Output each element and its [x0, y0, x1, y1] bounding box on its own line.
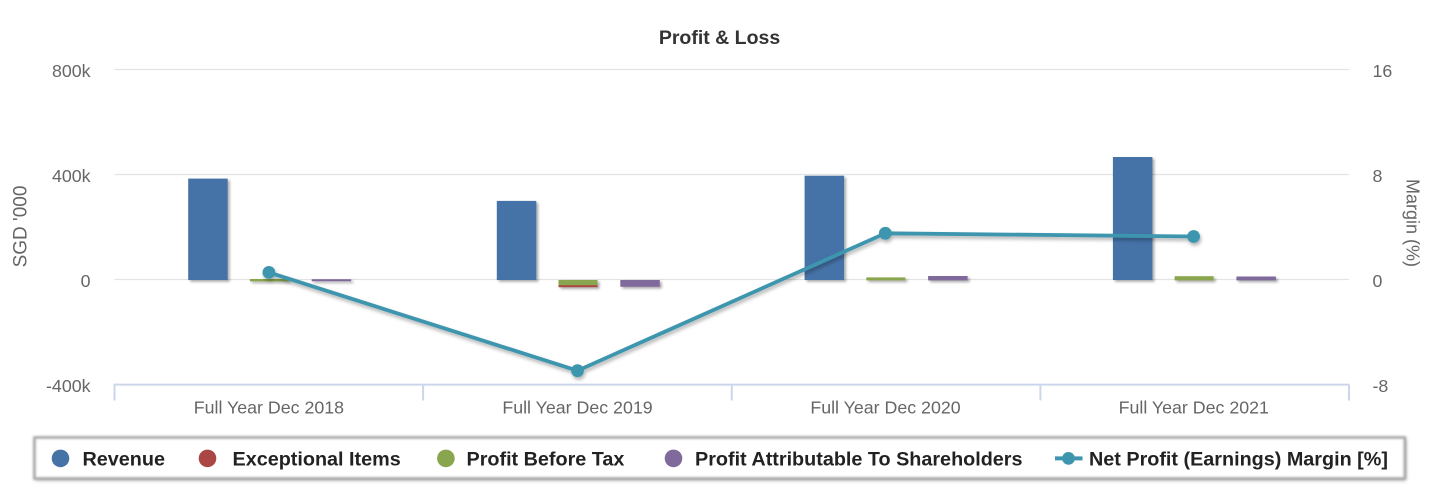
svg-text:8: 8: [1373, 166, 1383, 186]
svg-text:800k: 800k: [52, 61, 91, 81]
svg-text:Profit Before Tax: Profit Before Tax: [467, 448, 625, 470]
svg-text:Full Year Dec 2018: Full Year Dec 2018: [194, 398, 344, 418]
svg-text:0: 0: [1373, 271, 1383, 291]
svg-text:Margin (%): Margin (%): [1403, 179, 1423, 267]
svg-text:Revenue: Revenue: [83, 448, 165, 470]
svg-text:0: 0: [81, 271, 91, 291]
svg-text:Exceptional Items: Exceptional Items: [233, 448, 401, 470]
svg-text:Full Year Dec 2021: Full Year Dec 2021: [1119, 398, 1269, 418]
svg-text:Full Year Dec 2019: Full Year Dec 2019: [502, 398, 652, 418]
svg-text:Profit & Loss: Profit & Loss: [659, 27, 780, 49]
svg-text:Full Year Dec 2020: Full Year Dec 2020: [810, 398, 960, 418]
svg-text:-400k: -400k: [46, 376, 91, 396]
svg-text:-8: -8: [1373, 376, 1389, 396]
svg-text:Net Profit (Earnings) Margin [: Net Profit (Earnings) Margin [%]: [1089, 448, 1388, 470]
svg-text:SGD '000: SGD '000: [11, 186, 32, 268]
svg-text:Profit Attributable To Shareho: Profit Attributable To Shareholders: [695, 448, 1023, 470]
svg-text:16: 16: [1373, 61, 1393, 81]
svg-text:400k: 400k: [52, 166, 91, 186]
